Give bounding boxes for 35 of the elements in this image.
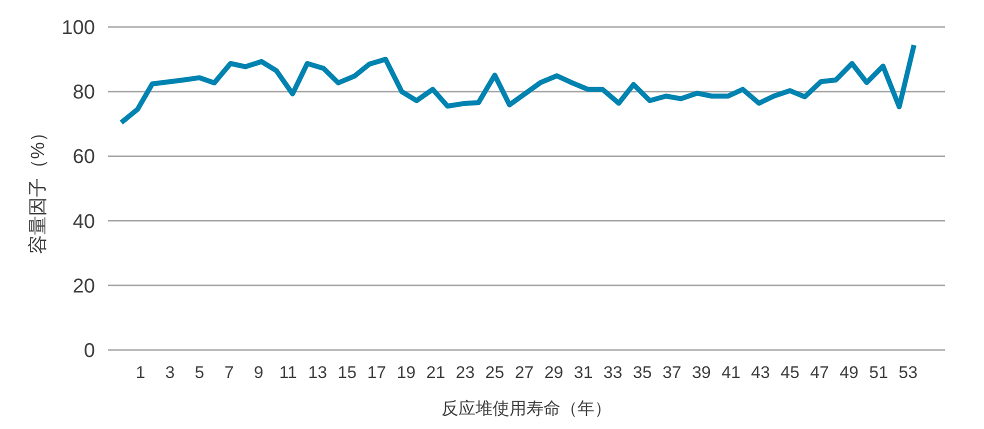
x-tick-label: 53 (898, 363, 918, 382)
x-tick-label: 31 (574, 363, 593, 382)
x-tick-label: 1 (136, 363, 146, 382)
x-tick-label: 49 (840, 363, 859, 382)
x-tick-label: 5 (194, 363, 204, 382)
x-tick-label: 43 (751, 363, 770, 382)
x-tick-label: 33 (603, 363, 622, 382)
x-axis-title: 反应堆使用寿命（年） (442, 399, 612, 418)
x-tick-label: 29 (544, 363, 564, 382)
x-tick-label: 45 (780, 363, 800, 382)
x-tick-label: 3 (165, 363, 175, 382)
x-tick-label: 25 (485, 363, 504, 382)
y-tick-label: 40 (72, 210, 95, 233)
x-tick-label: 13 (308, 363, 328, 382)
x-tick-label: 15 (338, 363, 357, 382)
x-tick-label: 23 (456, 363, 475, 382)
x-tick-label: 39 (692, 363, 711, 382)
x-tick-label: 35 (632, 363, 652, 382)
x-tick-label: 11 (279, 363, 297, 382)
x-tick-label: 41 (721, 363, 740, 382)
y-tick-label: 100 (62, 17, 95, 39)
y-axis-title: 容量因子（%） (27, 123, 49, 254)
y-tick-label: 20 (72, 275, 95, 298)
x-tick-label: 47 (810, 363, 829, 382)
y-tick-label: 0 (84, 340, 95, 362)
x-tick-label: 7 (224, 363, 234, 382)
x-tick-label: 9 (254, 363, 264, 382)
y-tick-label: 60 (72, 146, 95, 168)
x-tick-label: 17 (367, 363, 386, 382)
x-tick-label: 51 (869, 363, 888, 382)
x-tick-label: 21 (426, 363, 446, 382)
x-tick-label: 27 (514, 363, 534, 382)
x-tick-label: 19 (396, 363, 416, 382)
y-tick-label: 80 (72, 82, 95, 104)
x-tick-label: 37 (662, 363, 682, 382)
